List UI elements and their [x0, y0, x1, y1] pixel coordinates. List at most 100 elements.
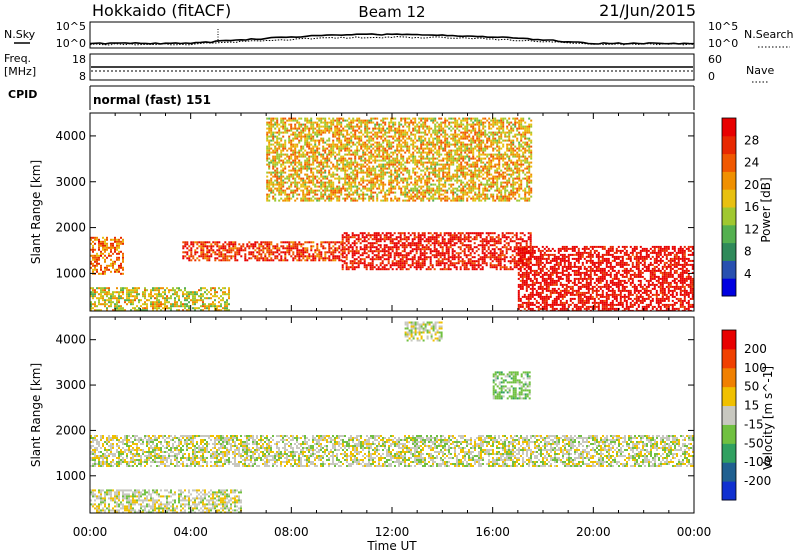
echo-cell — [268, 183, 271, 186]
echo-cell — [272, 131, 275, 134]
echo-cell — [385, 268, 388, 271]
echo-cell — [647, 279, 650, 282]
echo-cell — [120, 262, 122, 265]
echo-cell — [531, 301, 534, 304]
echo-cell — [515, 234, 518, 237]
echo-cell — [417, 260, 420, 263]
echo-cell — [270, 259, 273, 262]
echo-cell — [431, 242, 434, 245]
echo-cell — [194, 291, 196, 294]
echo-cell — [302, 199, 305, 202]
echo-cell — [577, 297, 580, 300]
echo-cell — [509, 260, 512, 263]
echo-cell — [641, 307, 644, 310]
echo-cell — [294, 169, 297, 172]
echo-cell — [387, 254, 390, 257]
echo-cell — [389, 256, 392, 259]
echo-cell — [266, 139, 269, 142]
echo-cell — [393, 262, 396, 265]
echo-cell — [633, 287, 636, 290]
echo-cell — [268, 199, 271, 202]
echo-cell — [605, 293, 608, 296]
echo-cell — [611, 253, 614, 256]
echo-cell — [184, 251, 187, 254]
echo-cell — [549, 273, 552, 276]
echo-cell — [296, 155, 299, 158]
echo-cell — [663, 287, 666, 290]
echo-cell — [208, 303, 210, 306]
echo-cell — [351, 236, 354, 239]
echo-cell — [563, 293, 566, 296]
echo-cell — [381, 232, 384, 235]
echo-cell — [535, 257, 538, 260]
echo-cell — [92, 293, 94, 296]
echo-cell — [220, 251, 223, 254]
echo-cell — [429, 260, 432, 263]
echo-cell — [447, 242, 450, 245]
echo-cell — [306, 181, 309, 184]
echo-cell — [336, 257, 339, 260]
echo-cell — [639, 275, 642, 278]
echo-cell — [513, 260, 516, 263]
echo-cell — [401, 266, 404, 269]
echo-cell — [112, 262, 114, 265]
echo-cell — [306, 143, 309, 146]
echo-cell — [643, 305, 646, 308]
echo-cell — [302, 253, 305, 256]
echo-cell — [324, 199, 327, 202]
echo-cell — [266, 251, 269, 254]
echo-cell — [186, 257, 189, 260]
echo-cell — [603, 283, 606, 286]
echo-cell — [671, 247, 674, 250]
echo-cell — [619, 291, 622, 294]
echo-cell — [188, 309, 190, 311]
echo-cell — [615, 249, 618, 252]
echo-cell — [577, 265, 580, 268]
echo-cell — [583, 307, 586, 310]
echo-cell — [116, 309, 118, 311]
echo-cell — [575, 307, 578, 310]
echo-cell — [517, 259, 520, 262]
echo-cell — [689, 259, 692, 262]
echo-cell — [577, 295, 580, 298]
echo-cell — [601, 271, 604, 274]
echo-cell — [316, 161, 319, 164]
echo-cell — [314, 155, 317, 158]
echo-cell — [613, 273, 616, 276]
echo-cell — [341, 256, 344, 259]
echo-cell — [326, 129, 329, 132]
echo-cell — [491, 232, 494, 235]
echo-cell — [266, 183, 269, 186]
echo-cell — [675, 307, 678, 310]
echo-cell — [577, 251, 580, 254]
echo-cell — [575, 271, 578, 274]
echo-cell — [377, 238, 380, 241]
echo-cell — [627, 307, 630, 310]
echo-cell — [294, 255, 297, 258]
echo-cell — [270, 187, 273, 190]
echo-cell — [106, 248, 108, 251]
echo-cell — [405, 236, 408, 239]
echo-cell — [156, 307, 158, 310]
echo-cell — [236, 259, 239, 262]
echo-cell — [417, 266, 420, 269]
echo-cell — [308, 133, 311, 136]
echo-cell — [663, 263, 666, 266]
echo-cell — [625, 263, 628, 266]
echo-cell — [110, 258, 112, 261]
echo-cell — [419, 248, 422, 251]
echo-cell — [90, 303, 92, 306]
echo-cell — [537, 261, 540, 264]
echo-cell — [174, 301, 176, 304]
echo-cell — [216, 295, 218, 298]
echo-cell — [589, 273, 592, 276]
echo-cell — [164, 305, 166, 308]
echo-cell — [280, 117, 283, 120]
echo-cell — [172, 289, 174, 292]
echo-cell — [587, 269, 590, 272]
echo-cell — [671, 295, 674, 298]
echo-cell — [280, 177, 283, 180]
echo-cell — [94, 295, 96, 298]
echo-cell — [653, 283, 656, 286]
echo-cell — [324, 247, 327, 250]
